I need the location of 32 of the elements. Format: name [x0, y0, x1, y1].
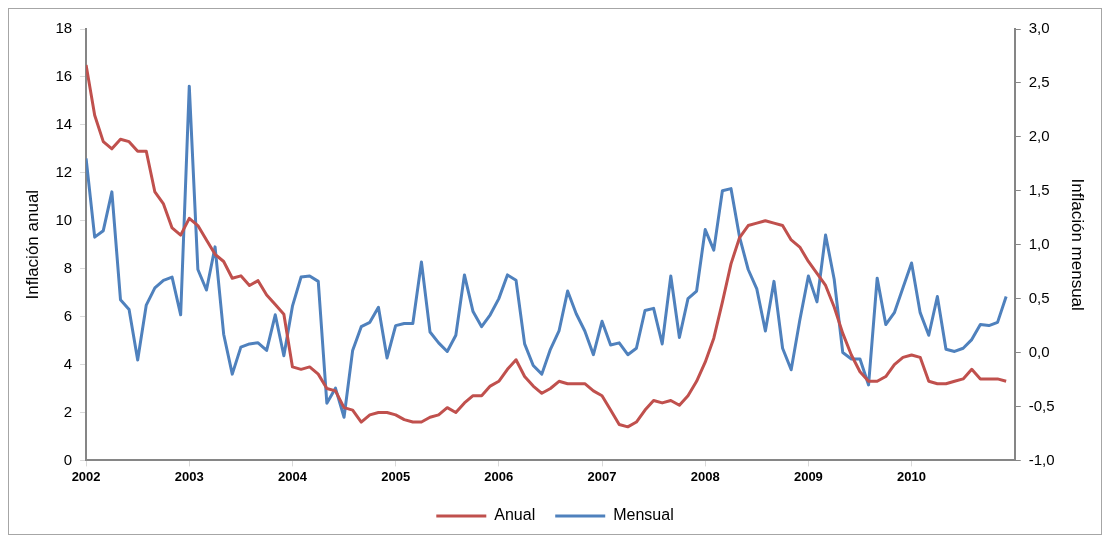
- y-axis-title: Inflación anual: [22, 189, 42, 300]
- x-tick-label: 2007: [587, 468, 617, 484]
- y2-axis-title: Inflación mensual: [1068, 178, 1088, 311]
- y-tick-label: 18: [55, 19, 73, 37]
- y-tick-label: 12: [55, 162, 73, 180]
- y2-tick-label: 2,0: [1028, 126, 1050, 144]
- y-tick-label: 10: [55, 210, 73, 228]
- x-tick-label: 2008: [690, 468, 720, 484]
- y2-tick-label: 2,5: [1028, 73, 1050, 91]
- y2-tick-label: 3,0: [1028, 19, 1050, 37]
- y2-tick-label: -0,5: [1028, 396, 1055, 414]
- y2-tick-label: -1,0: [1028, 450, 1055, 468]
- x-tick-label: 2003: [174, 468, 204, 484]
- y-tick-label: 8: [63, 258, 73, 276]
- y-tick-label: 14: [55, 115, 73, 133]
- y2-tick-label: 1,0: [1028, 234, 1050, 252]
- x-tick-label: 2010: [897, 468, 927, 484]
- x-tick-label: 2009: [793, 468, 823, 484]
- y-tick-label: 4: [63, 354, 73, 372]
- x-tick-label: 2002: [71, 468, 101, 484]
- y-tick-label: 2: [63, 402, 73, 420]
- legend-label: Anual: [494, 506, 536, 524]
- x-tick-label: 2005: [381, 468, 411, 484]
- y-tick-label: 0: [63, 450, 73, 468]
- y-tick-label: 6: [63, 306, 73, 324]
- y-tick-label: 16: [55, 67, 73, 85]
- y2-tick-label: 0,5: [1028, 288, 1050, 306]
- x-tick-label: 2004: [277, 468, 308, 484]
- legend-label: Mensual: [613, 506, 674, 524]
- x-tick-label: 2006: [484, 468, 514, 484]
- y2-tick-label: 0,0: [1028, 342, 1050, 360]
- y2-tick-label: 1,5: [1028, 180, 1050, 198]
